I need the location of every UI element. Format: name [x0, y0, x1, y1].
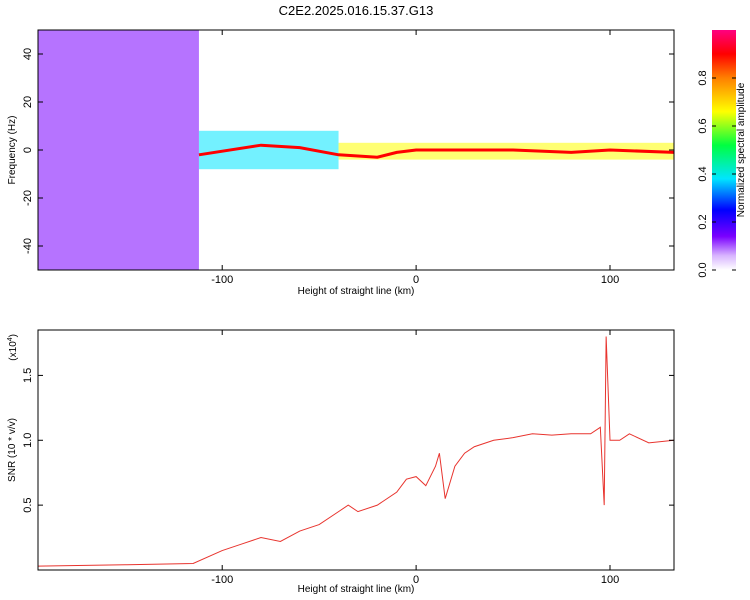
x-tick-label: -100	[211, 274, 233, 286]
spectrogram-heatmap	[38, 30, 674, 270]
bottom-y-axis: 0.5 1.0 1.5	[22, 368, 674, 513]
y-tick-label: 1.5	[22, 368, 34, 383]
x-tick-label: 100	[601, 274, 619, 286]
top-x-axis-label: Height of straight line (km)	[298, 286, 415, 297]
bottom-y-axis-label: SNR (10 * v/v)	[7, 418, 18, 482]
top-y-axis: 40 20 0 -20 -40	[22, 48, 674, 254]
y-tick-label: 0	[22, 147, 34, 153]
colorbar-tick-label: 0.4	[697, 166, 709, 181]
colorbar: 0.0 0.2 0.4 0.6 0.8 Normalized spectral ampl…	[697, 30, 747, 278]
snr-panel: -100 0 100 0.5 1.0 1.5 Height of straight li…	[7, 329, 675, 595]
colorbar-tick-label: 0.2	[697, 214, 709, 229]
x-tick-label: -100	[211, 574, 233, 586]
colorbar-label: Normalized spectral amplitude	[736, 82, 747, 217]
x-tick-label: 100	[601, 574, 619, 586]
bottom-plot-frame	[37, 329, 675, 571]
top-x-axis: -100 0 100	[211, 30, 619, 286]
x-tick-label: 0	[413, 574, 419, 586]
colorbar-tick-label: 0.8	[697, 70, 709, 85]
y-tick-label: 40	[22, 48, 34, 60]
y-tick-label: -40	[22, 238, 34, 254]
colorbar-tick-label: 0.6	[697, 118, 709, 133]
x-tick-label: 0	[413, 274, 419, 286]
bottom-x-axis-label: Height of straight line (km)	[298, 584, 415, 595]
top-y-axis-label: Frequency (Hz)	[7, 116, 18, 185]
spectrogram-panel: -100 0 100 40 20 0 -20 -40 Height of straight …	[7, 29, 675, 297]
colorbar-ticks: 0.0 0.2 0.4 0.6 0.8	[697, 70, 736, 278]
heatmap-ridge	[198, 143, 674, 159]
colorbar-tick-label: 0.0	[697, 262, 709, 277]
bottom-x-axis: -100 0 100	[211, 330, 619, 586]
snr-series-line	[38, 336, 674, 567]
y-tick-label: 20	[22, 96, 34, 108]
y-tick-label: 1.0	[22, 433, 34, 448]
colorbar-gradient	[712, 30, 736, 270]
figure-title: C2E2.2025.016.15.37.G13	[279, 3, 434, 18]
y-tick-label: -20	[22, 190, 34, 206]
heatmap-region	[38, 30, 199, 270]
y-multiplier-label: (x104)	[7, 334, 19, 361]
y-tick-label: 0.5	[22, 497, 34, 512]
